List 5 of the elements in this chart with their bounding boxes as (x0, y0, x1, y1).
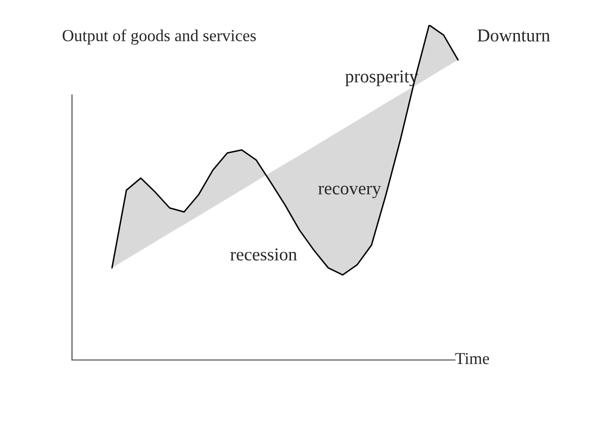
text: Downturn (478, 30, 550, 42)
annotation: recovery (318, 186, 382, 198)
y-axis-title: Output of goods and services (62, 29, 256, 45)
x-axis-title: Time (455, 352, 490, 364)
annotation: recession (230, 248, 297, 261)
